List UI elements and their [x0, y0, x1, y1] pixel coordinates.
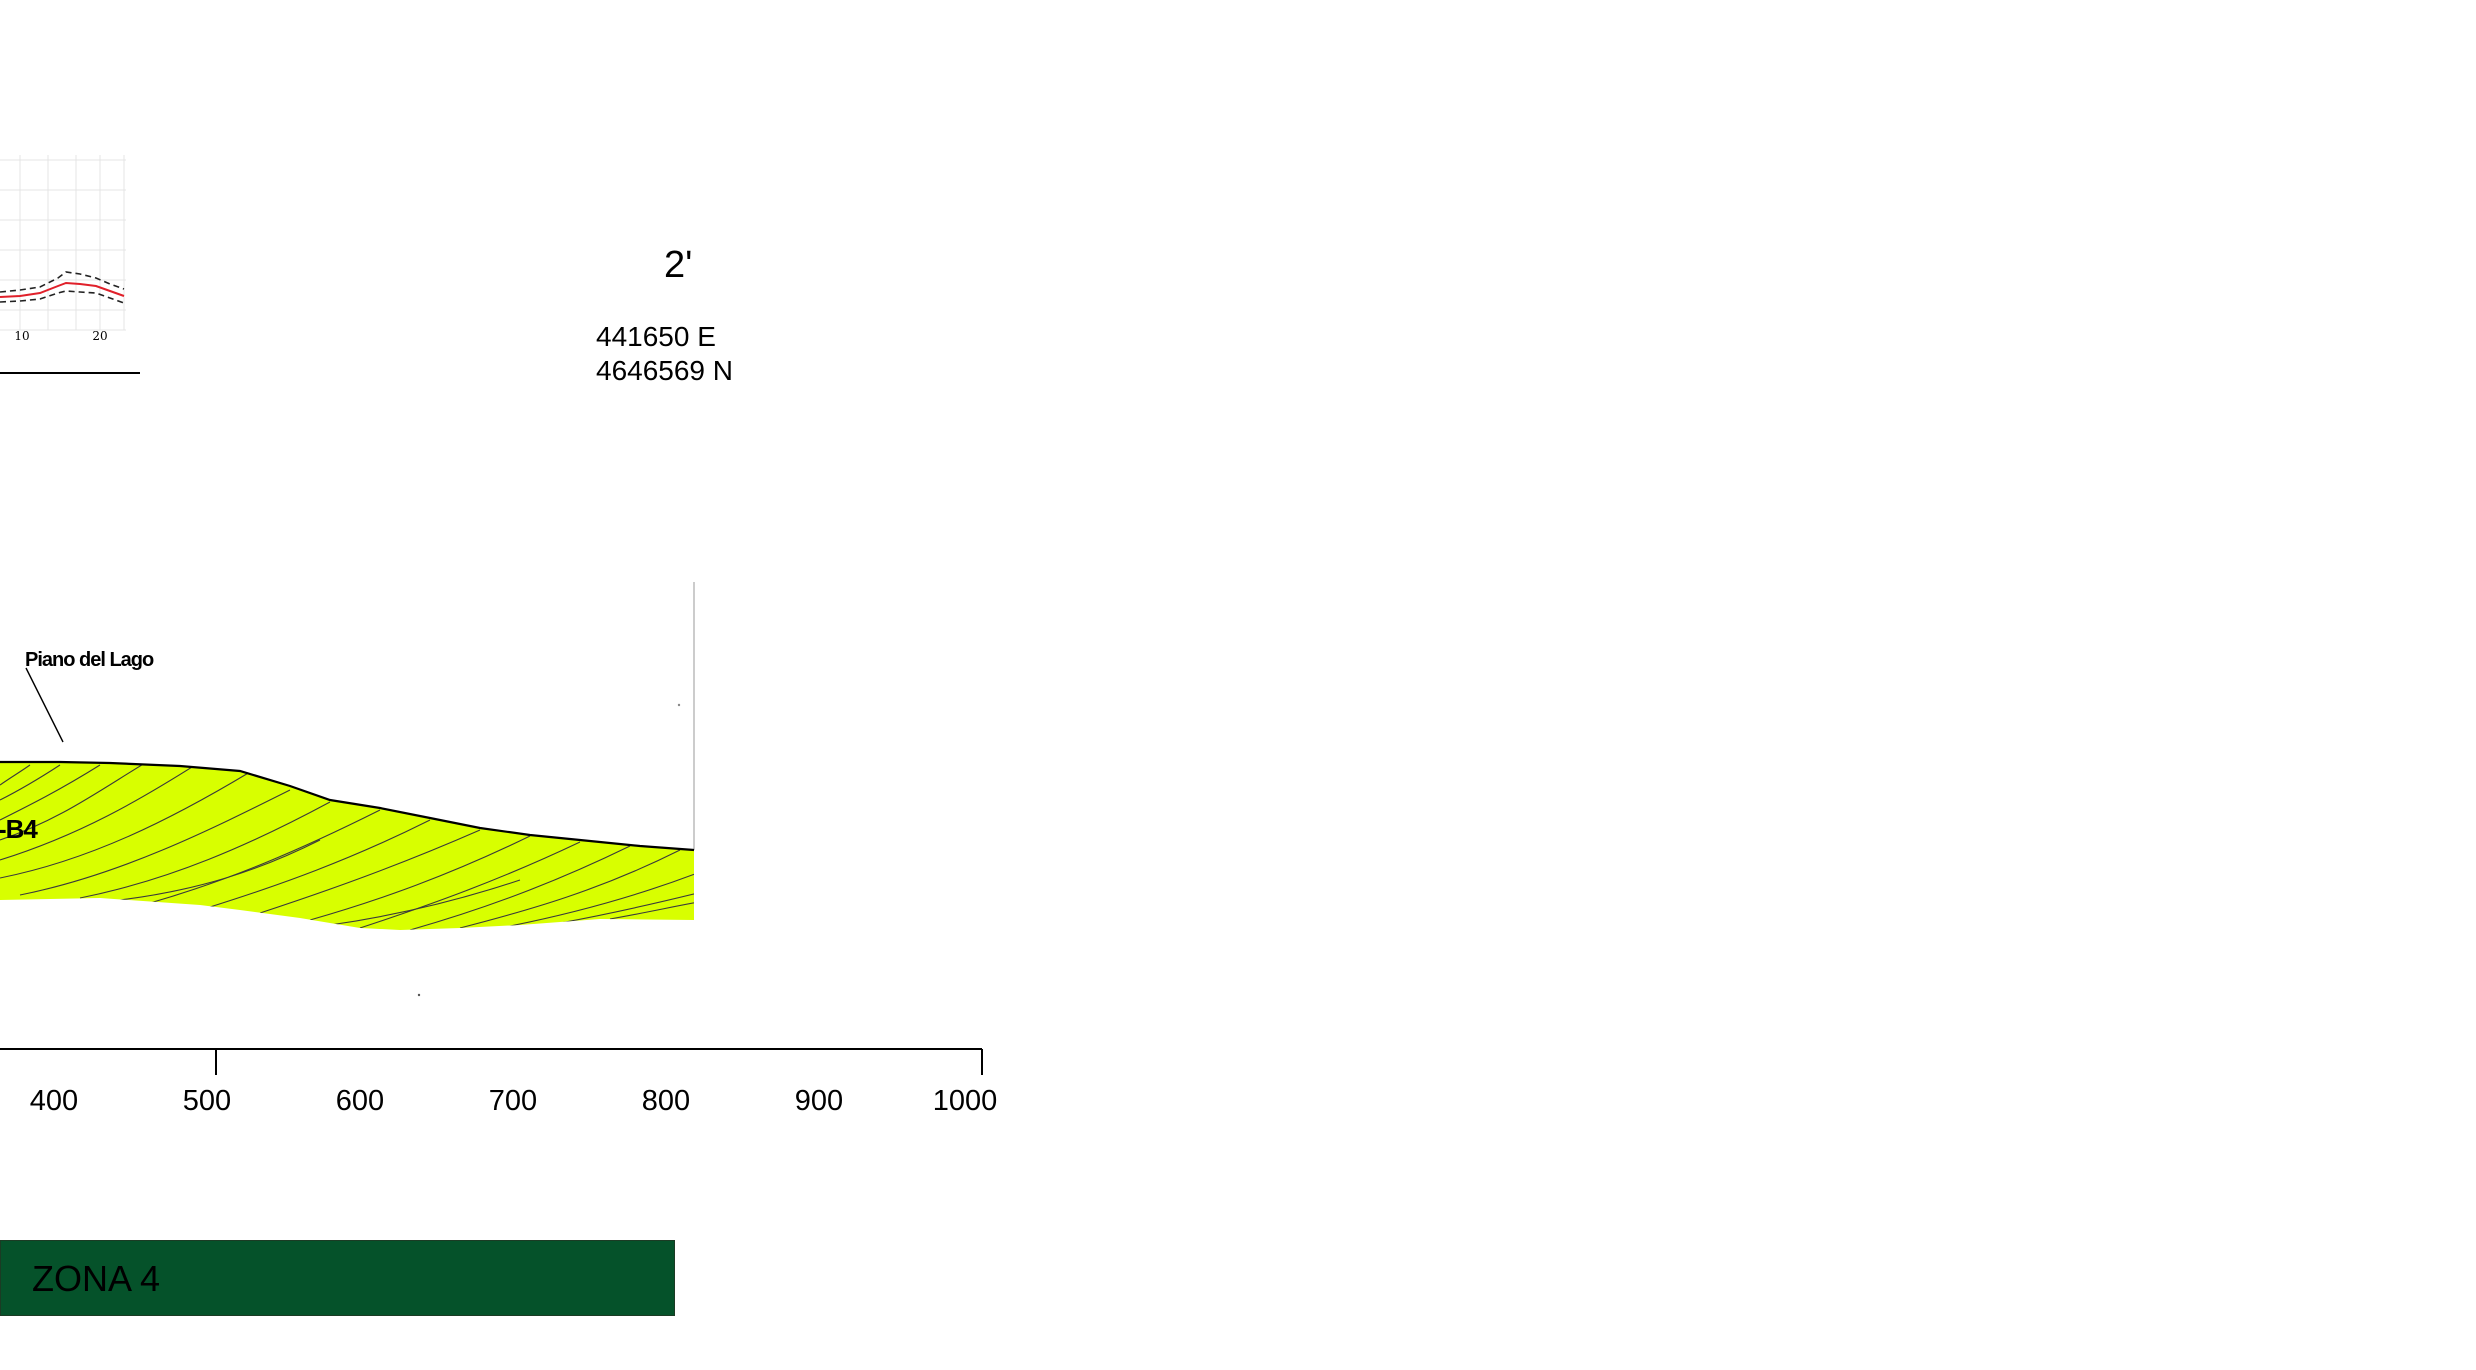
zone-bar [0, 1240, 675, 1316]
axis-tick-label: 400 [30, 1085, 78, 1117]
axis-tick-label: 600 [336, 1085, 384, 1117]
unit-hatching [0, 762, 694, 930]
axis-tick-label: 1000 [933, 1085, 998, 1117]
zone-label: ZONA 4 [32, 1258, 161, 1299]
section-frame-dot [677, 703, 681, 707]
section-coordinates: 441650 E 4646569 N [596, 320, 733, 388]
unit-label: -B4 [0, 814, 38, 844]
easting-value: 441650 E [596, 321, 716, 352]
northing-value: 4646569 N [596, 355, 734, 386]
geologic-unit: -B4 [0, 760, 695, 930]
distance-axis: 400 500 600 700 800 900 1000 [0, 1048, 998, 1117]
inset-grid [0, 155, 126, 331]
axis-tick-label: 700 [489, 1085, 537, 1117]
axis-tick-label: 500 [183, 1085, 231, 1117]
inset-upper-bound [0, 271, 125, 293]
annotation-leader-line [25, 667, 64, 743]
axis-tick-label: 800 [642, 1085, 690, 1117]
inset-tick-label: 10 [14, 329, 29, 343]
terrain-surface-line [0, 760, 695, 852]
unit-fill [0, 762, 694, 930]
inset-tick-label: 20 [92, 329, 107, 343]
axis-tick-label: 900 [795, 1085, 843, 1117]
inset-chart: 10 20 [0, 155, 140, 374]
section-dot [417, 993, 421, 997]
section-label: 2' [664, 244, 693, 286]
inset-mean-curve [0, 281, 125, 298]
annotation-label: Piano del Lago [25, 649, 154, 671]
